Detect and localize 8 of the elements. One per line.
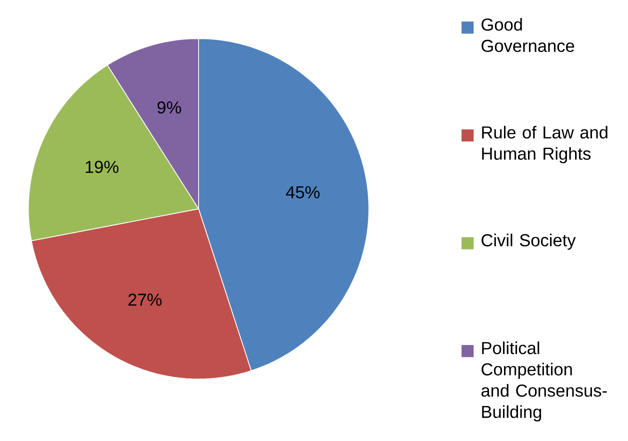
legend-label: Political Competition and Consensus-Building	[481, 341, 607, 422]
data-label: 9%	[157, 101, 182, 114]
legend-label: Civil Society	[482, 233, 576, 250]
data-label: 27%	[128, 293, 162, 306]
data-label: 45%	[286, 186, 320, 198]
data-label: 19%	[86, 160, 118, 173]
legend-label: Good Governance	[482, 18, 574, 52]
legend-label: Rule of Law and Human Rights	[482, 126, 608, 164]
